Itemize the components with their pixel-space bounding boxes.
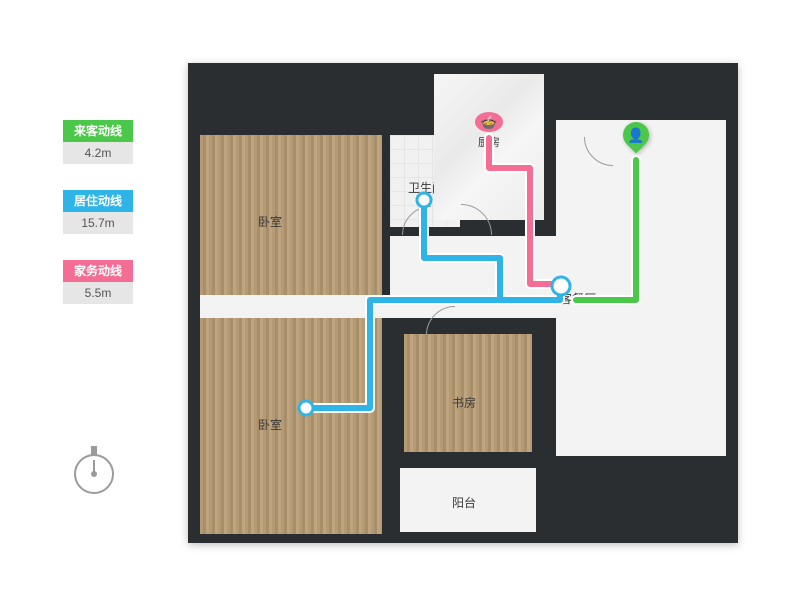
floorplan-stage: 来客动线4.2m居住动线15.7m家务动线5.5m卧室卧室书房卫生间厨房客餐厅阳… bbox=[0, 0, 800, 600]
legend-title: 居住动线 bbox=[63, 190, 133, 212]
room-label: 阳台 bbox=[452, 494, 476, 511]
legend-item-1: 居住动线15.7m bbox=[63, 190, 133, 234]
kitchen-badge-label: 厨房 bbox=[478, 134, 500, 150]
room-study: 书房 bbox=[404, 334, 532, 452]
room-bedroom-top: 卧室 bbox=[200, 135, 382, 295]
pot-icon: 🍲 bbox=[475, 112, 503, 132]
free-label: 客餐厅 bbox=[560, 290, 596, 307]
kitchen-badge: 🍲 厨房 bbox=[474, 112, 504, 150]
legend-value: 4.2m bbox=[63, 142, 133, 164]
room-hall-nook bbox=[390, 236, 556, 304]
room-label: 卧室 bbox=[258, 416, 282, 433]
guest-start-marker: 👤 bbox=[623, 122, 649, 156]
person-icon: 👤 bbox=[618, 117, 655, 154]
room-balcony: 阳台 bbox=[400, 468, 536, 532]
legend-value: 5.5m bbox=[63, 282, 133, 304]
legend-value: 15.7m bbox=[63, 212, 133, 234]
room-label: 卧室 bbox=[258, 213, 282, 230]
room-bedroom-bot: 卧室 bbox=[200, 318, 382, 534]
legend-title: 来客动线 bbox=[63, 120, 133, 142]
compass-icon bbox=[74, 454, 114, 494]
legend-item-0: 来客动线4.2m bbox=[63, 120, 133, 164]
legend-title: 家务动线 bbox=[63, 260, 133, 282]
room-label: 书房 bbox=[452, 394, 476, 411]
room-living: 客餐厅 bbox=[556, 120, 726, 456]
legend-item-2: 家务动线5.5m bbox=[63, 260, 133, 304]
